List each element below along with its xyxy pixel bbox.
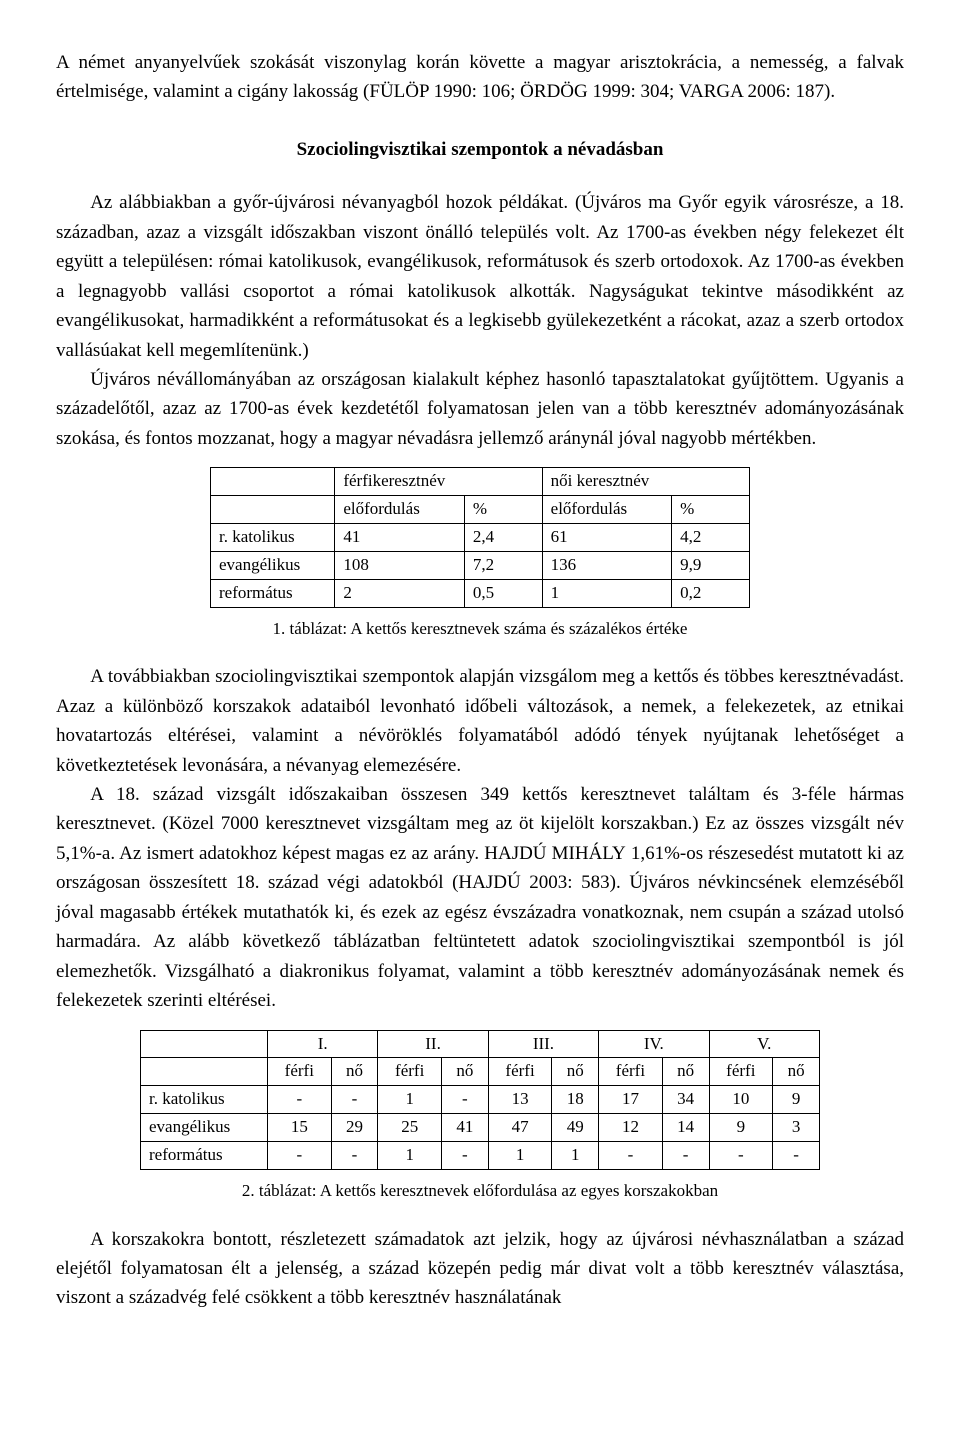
cell-value: - <box>442 1086 489 1114</box>
cell-value: 18 <box>552 1086 599 1114</box>
table-caption-1: 1. táblázat: A kettős keresztnevek száma… <box>56 616 904 642</box>
cell-value: 41 <box>442 1114 489 1142</box>
row-label: evangélikus <box>211 552 335 580</box>
table-row: r. katolikus - - 1 - 13 18 17 34 10 9 <box>141 1086 820 1114</box>
cell-value: - <box>268 1086 332 1114</box>
cell-value: 12 <box>599 1114 663 1142</box>
cell-value: 1 <box>378 1086 442 1114</box>
cell-value: - <box>331 1142 378 1170</box>
gender-header: nő <box>331 1058 378 1086</box>
cell-value: - <box>442 1142 489 1170</box>
cell-value: 9,9 <box>672 552 750 580</box>
table-row: evangélikus 15 29 25 41 47 49 12 14 9 3 <box>141 1114 820 1142</box>
cell-value: - <box>709 1142 773 1170</box>
author-name: HAJDÚ MIHÁLY <box>484 843 625 864</box>
gender-header: férfi <box>709 1058 773 1086</box>
paragraph-stats: A 18. század vizsgált időszakaiban össze… <box>56 780 904 1016</box>
table-header-percent: % <box>672 496 750 524</box>
table-caption-2: 2. táblázat: A kettős keresztnevek előfo… <box>56 1178 904 1204</box>
cell-value: 25 <box>378 1114 442 1142</box>
gender-header: nő <box>552 1058 599 1086</box>
row-label: r. katolikus <box>211 524 335 552</box>
cell-value: 15 <box>268 1114 332 1142</box>
cell-value: 34 <box>662 1086 709 1114</box>
gender-header: férfi <box>268 1058 332 1086</box>
cell-value: 1 <box>542 580 672 608</box>
table-header-percent: % <box>464 496 542 524</box>
cell-value: 41 <box>335 524 465 552</box>
paragraph-observation: Újváros névállományában az országosan ki… <box>56 365 904 453</box>
cell-value: 136 <box>542 552 672 580</box>
table-cell <box>211 468 335 496</box>
row-label: református <box>211 580 335 608</box>
cell-value: 1 <box>552 1142 599 1170</box>
table-double-names-by-period: I. II. III. IV. V. férfi nő férfi nő fér… <box>140 1030 820 1171</box>
cell-value: 14 <box>662 1114 709 1142</box>
row-label: r. katolikus <box>141 1086 268 1114</box>
table-header-occurrence: előfordulás <box>335 496 465 524</box>
table-row: r. katolikus 41 2,4 61 4,2 <box>211 524 750 552</box>
cell-value: 4,2 <box>672 524 750 552</box>
cell-value: 49 <box>552 1114 599 1142</box>
cell-value: 1 <box>378 1142 442 1170</box>
section-heading: Szociolingvisztikai szempontok a névadás… <box>56 135 904 164</box>
table-header-female: női keresztnév <box>542 468 749 496</box>
gender-header: férfi <box>488 1058 552 1086</box>
cell-value: 29 <box>331 1114 378 1142</box>
table-row: evangélikus 108 7,2 136 9,9 <box>211 552 750 580</box>
cell-value: 2 <box>335 580 465 608</box>
table-header-occurrence: előfordulás <box>542 496 672 524</box>
row-label: református <box>141 1142 268 1170</box>
cell-value: 47 <box>488 1114 552 1142</box>
cell-value: 13 <box>488 1086 552 1114</box>
cell-value: - <box>268 1142 332 1170</box>
table-header-male: férfikeresztnév <box>335 468 542 496</box>
cell-value: 0,5 <box>464 580 542 608</box>
page: A német anyanyelvűek szokását viszonylag… <box>0 0 960 1448</box>
gender-header: férfi <box>599 1058 663 1086</box>
period-header: IV. <box>599 1030 709 1058</box>
period-header: I. <box>268 1030 378 1058</box>
cell-value: 7,2 <box>464 552 542 580</box>
cell-value: 3 <box>773 1114 820 1142</box>
paragraph-context: Az alábbiakban a győr-újvárosi névanyagb… <box>56 188 904 365</box>
cell-value: - <box>599 1142 663 1170</box>
cell-value: 1 <box>488 1142 552 1170</box>
cell-value: 10 <box>709 1086 773 1114</box>
author-name: HAJDÚ <box>458 872 520 893</box>
gender-header: nő <box>773 1058 820 1086</box>
table-double-names-count: férfikeresztnév női keresztnév előfordul… <box>210 467 750 608</box>
gender-header: férfi <box>378 1058 442 1086</box>
row-label: evangélikus <box>141 1114 268 1142</box>
cell-value: 9 <box>709 1114 773 1142</box>
gender-header: nő <box>662 1058 709 1086</box>
table-row: református 2 0,5 1 0,2 <box>211 580 750 608</box>
paragraph-method: A továbbiakban szociolingvisztikai szemp… <box>56 662 904 780</box>
period-header: II. <box>378 1030 488 1058</box>
cell-value: 9 <box>773 1086 820 1114</box>
period-header: V. <box>709 1030 820 1058</box>
period-header: III. <box>488 1030 598 1058</box>
cell-value: 61 <box>542 524 672 552</box>
cell-value: 17 <box>599 1086 663 1114</box>
cell-value: 0,2 <box>672 580 750 608</box>
paragraph-trend: A korszakokra bontott, részletezett szám… <box>56 1225 904 1313</box>
cell-value: 108 <box>335 552 465 580</box>
gender-header: nő <box>442 1058 489 1086</box>
cell-value: - <box>331 1086 378 1114</box>
cell-value: - <box>662 1142 709 1170</box>
table-row: református - - 1 - 1 1 - - - - <box>141 1142 820 1170</box>
cell-value: - <box>773 1142 820 1170</box>
paragraph-intro: A német anyanyelvűek szokását viszonylag… <box>56 48 904 107</box>
cell-value: 2,4 <box>464 524 542 552</box>
